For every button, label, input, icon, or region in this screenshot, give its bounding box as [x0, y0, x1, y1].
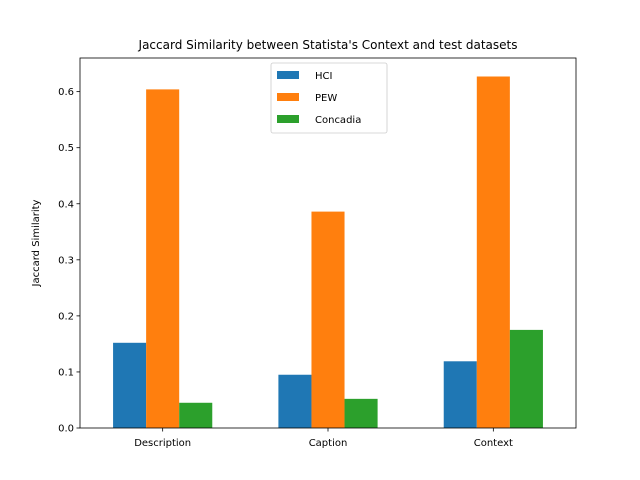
y-tick-label: 0.0 — [58, 424, 74, 435]
legend-swatch-hci — [277, 71, 299, 79]
legend-label-pew: PEW — [315, 93, 337, 104]
y-tick-label: 0.4 — [58, 199, 74, 210]
y-axis: 0.0 0.1 0.2 0.3 0.4 0.5 0.6 — [58, 87, 80, 435]
bar-hci-context — [443, 361, 477, 428]
bar-hci-caption — [278, 374, 312, 428]
bar-concadia-description — [179, 402, 213, 428]
x-tick-label: Caption — [309, 438, 348, 449]
y-axis-label: Jaccard Similarity — [31, 199, 42, 287]
y-tick-label: 0.1 — [58, 367, 74, 378]
bar-concadia-caption — [344, 398, 378, 428]
chart-title: Jaccard Similarity between Statista's Co… — [138, 38, 518, 52]
legend-label-concadia: Concadia — [315, 115, 361, 126]
bar-pew-description — [146, 89, 180, 428]
legend-swatch-pew — [277, 93, 299, 101]
bar-hci-description — [113, 342, 147, 428]
y-tick-label: 0.2 — [58, 311, 74, 322]
x-axis: Description Caption Context — [134, 428, 513, 449]
plot-frame — [79, 57, 577, 429]
bar-pew-caption — [311, 211, 345, 428]
bar-concadia-context — [509, 329, 543, 428]
legend-swatch-concadia — [277, 115, 299, 123]
x-tick-label: Description — [134, 438, 191, 449]
y-tick-label: 0.5 — [58, 143, 74, 154]
y-tick-label: 0.6 — [58, 87, 74, 98]
legend-label-hci: HCI — [315, 71, 332, 82]
bars-group — [113, 76, 543, 428]
legend-frame — [270, 62, 388, 134]
x-tick-label: Context — [474, 438, 513, 449]
y-tick-label: 0.3 — [58, 255, 74, 266]
legend: HCI PEW Concadia — [270, 62, 388, 134]
bar-pew-context — [476, 76, 510, 428]
